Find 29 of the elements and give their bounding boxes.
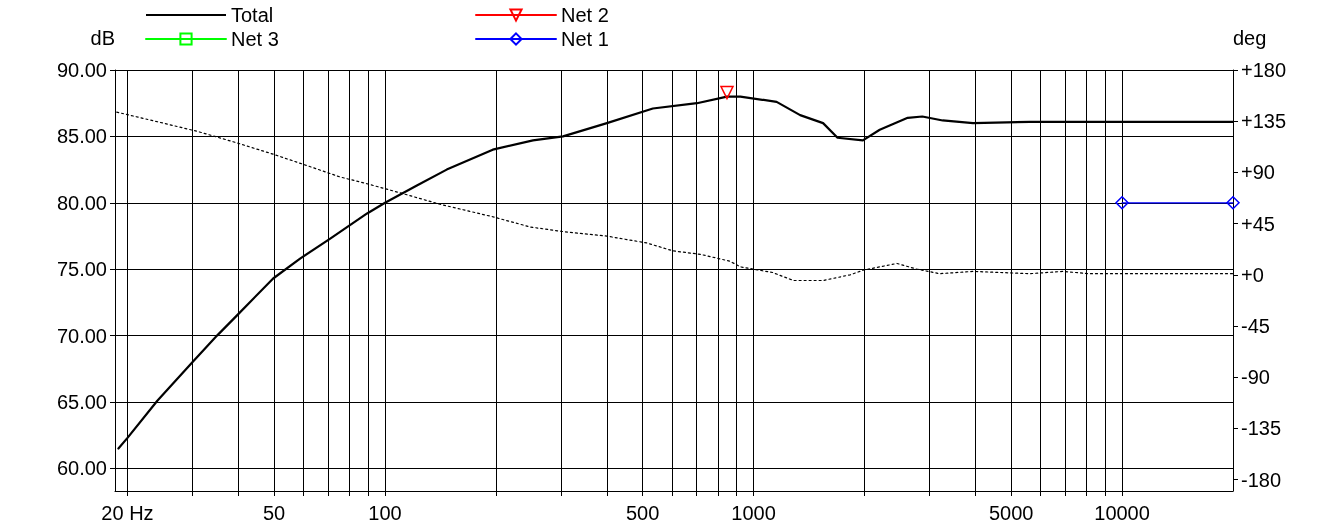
- y2-tick-label: +0: [1241, 263, 1264, 286]
- x-tick-label: 100: [368, 502, 402, 524]
- y2-tick-label: -135: [1241, 417, 1282, 440]
- legend-label: Net 3: [231, 28, 279, 50]
- y2-tick-label: -45: [1241, 315, 1270, 338]
- y-axis-title: dB: [90, 27, 115, 49]
- y2-axis-title: deg: [1233, 27, 1267, 49]
- x-tick-label: 1000: [731, 502, 776, 524]
- legend-label: Net 1: [561, 28, 609, 50]
- y-tick-label: 75.00: [56, 258, 107, 281]
- x-tick-label: 5000: [988, 502, 1034, 524]
- y2-tick-label: +90: [1241, 161, 1275, 184]
- y-tick-label: 80.00: [56, 191, 107, 214]
- y-tick-label: 60.00: [56, 457, 107, 480]
- y-tick-label: 70.00: [56, 324, 107, 347]
- x-tick-label: 20 Hz: [101, 502, 154, 524]
- x-tick-label: 500: [625, 502, 660, 524]
- y-tick-label: 90.00: [56, 59, 107, 81]
- y2-tick-label: +45: [1241, 212, 1275, 235]
- y-tick-label: 65.00: [56, 391, 107, 414]
- x-tick-label: 50: [263, 502, 286, 524]
- y-tick-label: 85.00: [56, 125, 107, 148]
- y2-tick-label: +135: [1241, 110, 1287, 133]
- x-tick-label: 10000: [1094, 502, 1150, 524]
- legend-label: Net 2: [561, 4, 609, 26]
- y2-tick-label: +180: [1241, 59, 1287, 81]
- legend-label: Total: [231, 4, 274, 26]
- y2-tick-label: -90: [1241, 366, 1270, 389]
- y2-tick-label: -180: [1241, 468, 1282, 491]
